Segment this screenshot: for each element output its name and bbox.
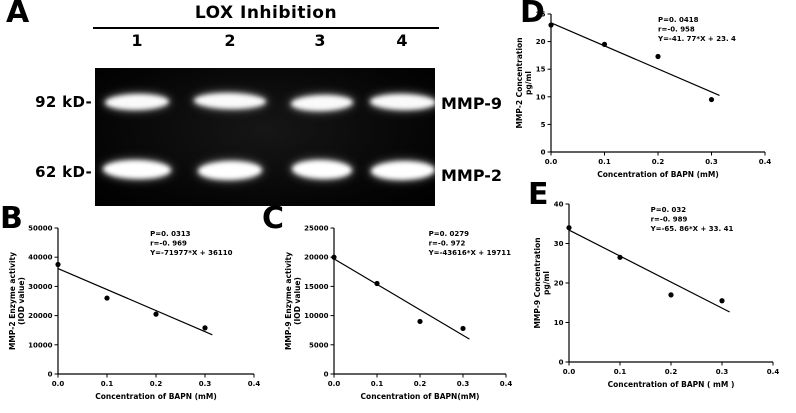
svg-text:30: 30 (554, 240, 564, 248)
svg-text:0.2: 0.2 (652, 158, 665, 166)
svg-text:0: 0 (324, 371, 329, 379)
svg-text:0.4: 0.4 (759, 158, 772, 166)
svg-text:15000: 15000 (304, 283, 328, 291)
svg-text:Y=-71977*X + 36110: Y=-71977*X + 36110 (149, 249, 232, 257)
svg-text:0: 0 (541, 149, 546, 157)
panel-c-label: C (262, 201, 285, 236)
svg-text:r=-0. 958: r=-0. 958 (658, 26, 695, 34)
svg-text:10000: 10000 (304, 312, 328, 320)
svg-text:0.0: 0.0 (328, 380, 341, 388)
svg-text:20: 20 (536, 38, 546, 46)
svg-text:0.1: 0.1 (101, 380, 114, 388)
svg-text:MMP-9 Enzyme activity: MMP-9 Enzyme activity (284, 252, 293, 350)
lane-number-2: 2 (224, 31, 236, 50)
svg-text:10: 10 (536, 93, 546, 101)
svg-text:0.2: 0.2 (150, 380, 163, 388)
svg-text:Concentration of BAPN (mM): Concentration of BAPN (mM) (95, 392, 217, 401)
mmp9-band-lane2 (193, 92, 267, 110)
lane-number-3: 3 (314, 31, 326, 50)
svg-text:0.4: 0.4 (500, 380, 513, 388)
svg-text:r=-0. 989: r=-0. 989 (651, 216, 688, 224)
svg-text:0.1: 0.1 (598, 158, 611, 166)
svg-text:r=-0. 969: r=-0. 969 (150, 240, 187, 248)
gel-blot-image (95, 68, 435, 206)
svg-text:0.3: 0.3 (457, 380, 470, 388)
svg-text:30000: 30000 (28, 283, 52, 291)
svg-text:Concentration of BAPN ( mM ): Concentration of BAPN ( mM ) (608, 380, 735, 389)
svg-text:5: 5 (541, 121, 546, 129)
svg-text:0: 0 (48, 371, 53, 379)
svg-text:0.0: 0.0 (563, 368, 576, 376)
svg-text:P=0. 0418: P=0. 0418 (658, 16, 699, 24)
svg-text:0.3: 0.3 (705, 158, 718, 166)
panel-b-label: B (0, 201, 23, 236)
svg-text:Y=-41. 77*X + 23. 4: Y=-41. 77*X + 23. 4 (657, 35, 736, 43)
svg-text:0: 0 (559, 359, 564, 367)
svg-text:0.2: 0.2 (665, 368, 678, 376)
lane-number-1: 1 (131, 31, 143, 50)
svg-text:0.2: 0.2 (414, 380, 427, 388)
svg-text:MMP-9 Concentration: MMP-9 Concentration (533, 237, 542, 328)
svg-text:25000: 25000 (304, 225, 328, 233)
mmp9-band-lane1 (104, 93, 170, 111)
svg-text:40: 40 (554, 201, 564, 209)
svg-text:0.1: 0.1 (614, 368, 627, 376)
svg-text:10000: 10000 (28, 341, 52, 349)
band-label-mmp9: MMP-9 (441, 94, 503, 113)
panel-e-label: E (528, 177, 549, 212)
svg-text:0.0: 0.0 (52, 380, 65, 388)
marker-92kd: 92 kD- (35, 93, 92, 111)
svg-text:15: 15 (536, 66, 546, 74)
svg-text:0.4: 0.4 (248, 380, 261, 388)
chart-mmp2-activity: 0 10000 20000 30000 40000 50000 0.0 0.1 0.2 0.3 0.… (8, 220, 264, 408)
band-label-mmp2: MMP-2 (441, 166, 503, 185)
svg-text:pg/ml: pg/ml (542, 271, 551, 295)
svg-text:0.3: 0.3 (199, 380, 212, 388)
svg-text:Concentration of BAPN(mM): Concentration of BAPN(mM) (361, 392, 480, 401)
chart-mmp9-activity: 0 5000 10000 15000 20000 25000 0.0 0.1 0.2 0.3 0.4… (284, 220, 516, 408)
svg-text:(IOD value): (IOD value) (293, 277, 302, 325)
gel-title-underline (93, 27, 439, 29)
marker-62kd: 62 kD- (35, 163, 92, 181)
svg-text:MMP-2 Concentration: MMP-2 Concentration (515, 37, 524, 128)
svg-text:P=0. 032: P=0. 032 (651, 206, 687, 214)
chart-mmp9-concentration: 0 10 20 30 40 0.0 0.1 0.2 0.3 0.4 P=0. 032 r=-0. 98… (533, 196, 783, 396)
gel-title: LOX Inhibition (194, 3, 338, 23)
svg-text:50000: 50000 (28, 225, 52, 233)
mmp2-band-lane1 (102, 159, 172, 180)
svg-text:0.1: 0.1 (371, 380, 384, 388)
svg-text:r=-0. 972: r=-0. 972 (429, 240, 466, 248)
svg-text:Y=-43616*X + 19711: Y=-43616*X + 19711 (428, 249, 511, 257)
svg-text:20: 20 (554, 280, 564, 288)
svg-text:MMP-2 Enzyme activity: MMP-2 Enzyme activity (8, 252, 17, 350)
panel-a-label: A (6, 0, 30, 30)
svg-text:P=0. 0279: P=0. 0279 (429, 230, 470, 238)
svg-text:5000: 5000 (309, 341, 329, 349)
svg-text:0.4: 0.4 (767, 368, 780, 376)
svg-text:20000: 20000 (304, 254, 328, 262)
svg-text:10: 10 (554, 319, 564, 327)
svg-text:20000: 20000 (28, 312, 52, 320)
mmp2-band-lane3 (291, 159, 353, 180)
svg-text:Concentration of BAPN (mM): Concentration of BAPN (mM) (597, 170, 719, 179)
mmp9-band-lane4 (369, 93, 435, 111)
svg-text:P=0. 0313: P=0. 0313 (150, 230, 191, 238)
svg-text:Y=-65. 86*X + 33. 41: Y=-65. 86*X + 33. 41 (650, 225, 734, 233)
svg-text:25: 25 (536, 11, 546, 19)
mmp2-band-lane2 (197, 160, 263, 181)
svg-text:pg/ml: pg/ml (524, 71, 533, 95)
svg-text:40000: 40000 (28, 254, 52, 262)
mmp9-band-lane3 (290, 94, 354, 112)
lane-number-4: 4 (396, 31, 408, 50)
chart-mmp2-concentration: 0 5 10 15 20 25 0.0 0.1 0.2 0.3 0.4 P=0. 0418 r=-0. … (515, 6, 775, 186)
svg-text:0.3: 0.3 (716, 368, 729, 376)
mmp2-band-lane4 (370, 160, 435, 181)
panel-d-label: D (520, 0, 545, 30)
svg-text:0.0: 0.0 (545, 158, 558, 166)
svg-text:(IOD value): (IOD value) (17, 277, 26, 325)
